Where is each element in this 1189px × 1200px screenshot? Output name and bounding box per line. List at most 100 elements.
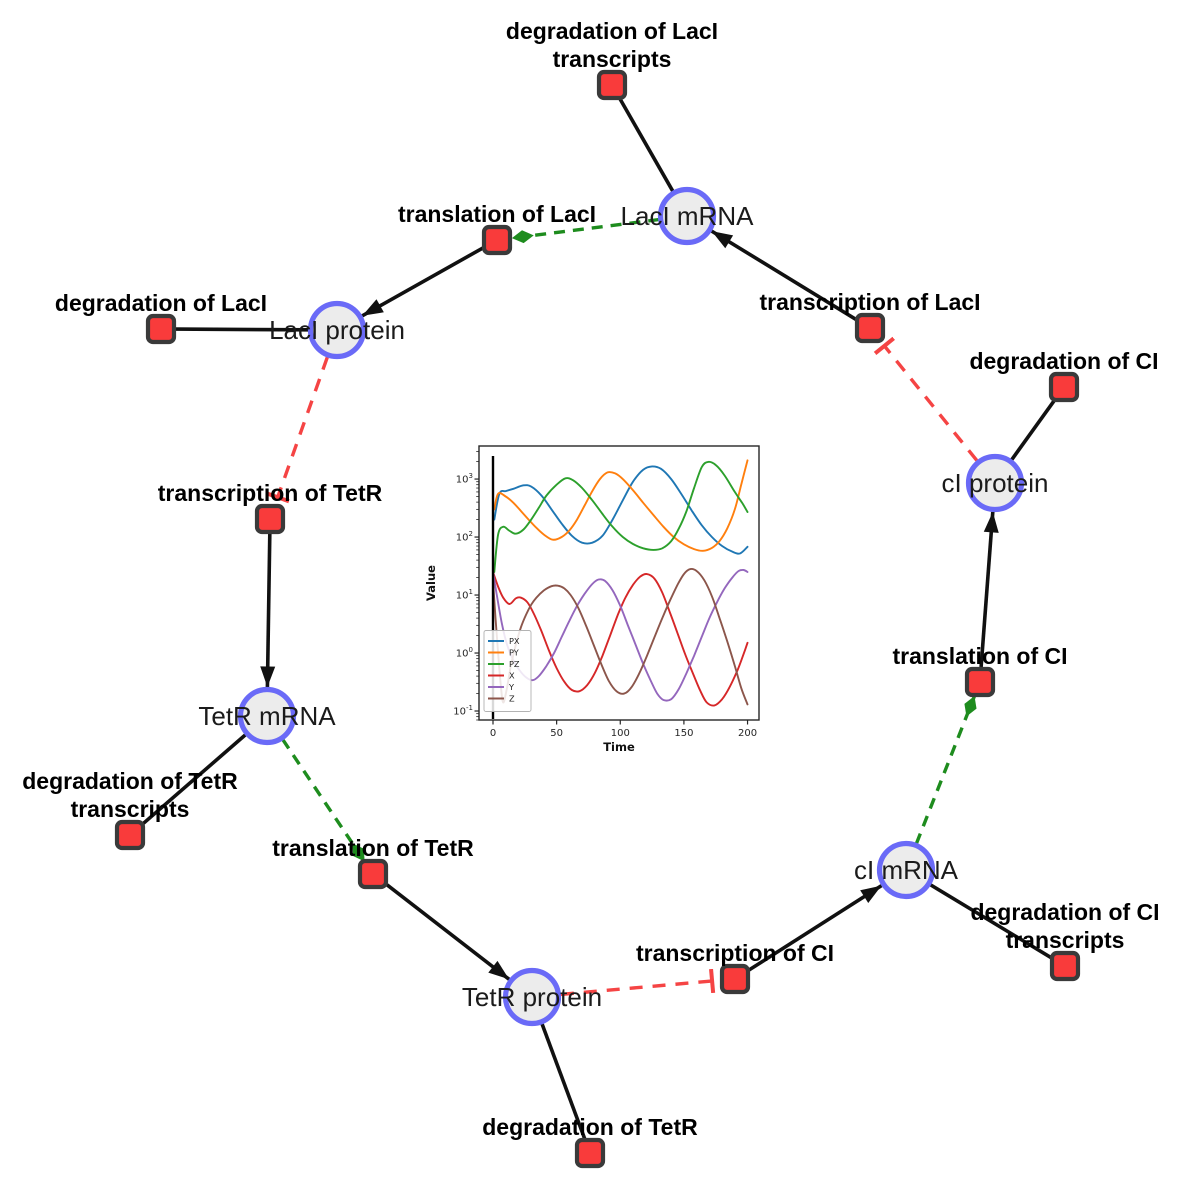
reaction-label: translation of TetR	[272, 835, 474, 861]
species-label: TetR protein	[462, 982, 602, 1012]
species-node-laci_protein: LacI protein	[269, 300, 405, 360]
reaction-node-tl_ci: translation of CI	[892, 643, 1068, 698]
reaction-label: degradation of CI	[969, 348, 1158, 374]
reaction-square-icon	[481, 224, 513, 256]
edge-modifier-ci_mrna-to-tl_ci	[914, 695, 977, 845]
edge-inhibition-tetr_protein-to-tx_ci	[560, 968, 716, 997]
reaction-square-icon	[719, 963, 751, 995]
species-label: cI protein	[942, 468, 1049, 498]
legend-label-PY: PY	[509, 648, 520, 658]
y-tick-label: 103	[456, 472, 473, 486]
species-circle-icon	[657, 186, 717, 246]
species-circle-icon	[237, 686, 297, 746]
reaction-label: translation of CI	[892, 643, 1067, 669]
reaction-square-icon	[254, 503, 286, 535]
nodes: degradation of LacItranscriptstranslatio…	[22, 18, 1160, 1169]
edge-reactant-ci_protein-to-deg_ci	[1009, 397, 1058, 462]
reaction-node-tx_laci: transcription of LacI	[759, 289, 981, 344]
y-tick-label: 10-1	[453, 704, 473, 718]
reaction-label: degradation of LacI	[55, 290, 267, 316]
edges	[139, 96, 1058, 1141]
reaction-node-tx_tetr: transcription of TetR	[158, 480, 383, 535]
reaction-square-icon	[145, 313, 177, 345]
x-tick-label: 150	[674, 728, 693, 739]
reaction-square-icon	[854, 312, 886, 344]
series-line-PZ	[493, 460, 749, 573]
reaction-label: degradation of TetR	[22, 768, 238, 794]
y-tick-label: 101	[456, 588, 473, 602]
species-node-laci_mrna: LacI mRNA	[621, 186, 755, 246]
reaction-node-tl_tetr: translation of TetR	[272, 835, 474, 890]
edge-product-tx_ci-to-ci_mrna	[746, 884, 883, 973]
species-label: LacI mRNA	[621, 201, 755, 231]
species-circle-icon	[876, 840, 936, 900]
reaction-node-deg_tetr: degradation of TetR	[482, 1114, 698, 1169]
edge-reactant-laci_mrna-to-deg_laci_tx	[617, 96, 675, 193]
legend-label-PX: PX	[509, 636, 520, 646]
edge-inhibition-ci_protein-to-tx_laci	[873, 336, 979, 462]
reaction-label: transcripts	[553, 46, 672, 72]
reaction-node-tl_laci: translation of LacI	[398, 201, 596, 256]
reaction-label: transcripts	[1006, 927, 1125, 953]
y-tick-label: 102	[456, 530, 473, 544]
inset-plot: 0 50 100 150 20010-1100101102103TimeValuePXP…	[424, 445, 760, 754]
species-label: cI mRNA	[854, 855, 959, 885]
reaction-square-icon	[596, 69, 628, 101]
edge-inhibition-laci_protein-to-tx_tetr	[265, 356, 329, 504]
species-node-ci_mrna: cI mRNA	[854, 840, 959, 900]
reaction-label: transcription of TetR	[158, 480, 383, 506]
reaction-label: transcription of LacI	[759, 289, 980, 315]
series-line-PY	[493, 459, 749, 552]
edge-modifier-laci_mrna-to-tl_laci	[511, 217, 660, 244]
reaction-square-icon	[574, 1137, 606, 1169]
reaction-square-icon	[1049, 950, 1081, 982]
legend-label-X: X	[509, 671, 515, 681]
reaction-node-tx_ci: transcription of CI	[636, 940, 834, 995]
edge-product-tx_tetr-to-tetr_mrna	[260, 533, 276, 688]
species-label: LacI protein	[269, 315, 405, 345]
species-node-tetr_mrna: TetR mRNA	[198, 686, 336, 746]
edge-product-tl_laci-to-laci_protein	[361, 245, 485, 318]
reaction-node-deg_laci: degradation of LacI	[55, 290, 267, 345]
species-circle-icon	[502, 967, 562, 1027]
edge-reactant-tetr_mrna-to-deg_tetr_tx	[139, 733, 248, 828]
edge-reactant-ci_mrna-to-deg_ci_tx	[929, 882, 1054, 961]
series-line-X	[492, 571, 749, 707]
plot-frame	[478, 445, 760, 721]
x-tick-label: 50	[550, 728, 563, 739]
reaction-label: transcripts	[71, 796, 190, 822]
edge-product-tx_laci-to-laci_mrna	[710, 229, 859, 322]
reaction-label: degradation of LacI	[506, 18, 718, 44]
legend-box	[483, 630, 532, 712]
legend-label-Y: Y	[508, 682, 515, 692]
x-tick-label: 100	[611, 728, 630, 739]
x-tick-label: 0	[490, 728, 496, 739]
series-line-PX	[493, 465, 749, 555]
species-node-ci_protein: cI protein	[942, 453, 1049, 513]
legend-label-PZ: PZ	[509, 659, 520, 669]
reaction-label: degradation of TetR	[482, 1114, 698, 1140]
reaction-square-icon	[1048, 371, 1080, 403]
edge-modifier-tetr_mrna-to-tl_tetr	[281, 738, 367, 863]
reaction-node-deg_ci: degradation of CI	[969, 348, 1159, 403]
species-circle-icon	[307, 300, 367, 360]
species-node-tetr_protein: TetR protein	[462, 967, 602, 1027]
reaction-square-icon	[357, 858, 389, 890]
legend-label-Z: Z	[509, 694, 515, 704]
reaction-square-icon	[114, 819, 146, 851]
reaction-label: degradation of CI	[970, 899, 1159, 925]
reaction-label: translation of LacI	[398, 201, 596, 227]
x-tick-label: 200	[738, 728, 757, 739]
reaction-square-icon	[964, 666, 996, 698]
edge-reactant-laci_protein-to-deg_laci	[174, 327, 310, 332]
edge-product-tl_tetr-to-tetr_protein	[383, 881, 511, 981]
species-circle-icon	[965, 453, 1025, 513]
species-label: TetR mRNA	[198, 701, 336, 731]
edge-reactant-tetr_protein-to-deg_tetr	[540, 1022, 587, 1141]
